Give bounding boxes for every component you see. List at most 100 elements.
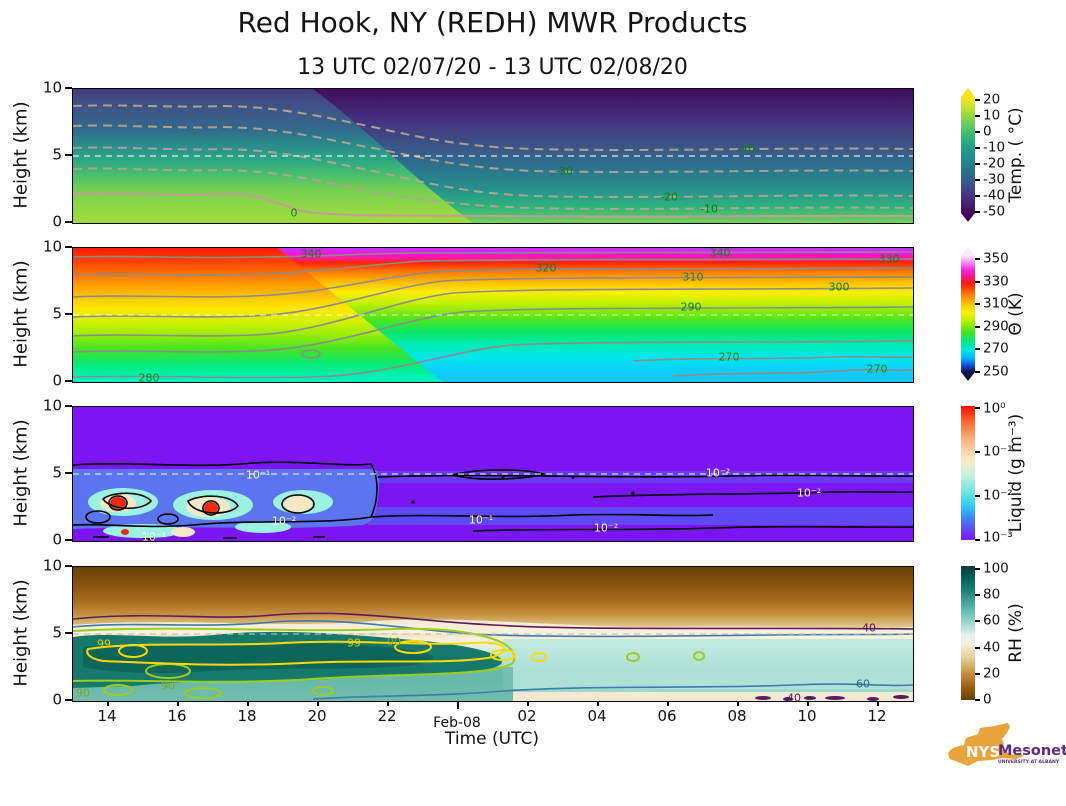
contour-label: 90 (387, 635, 401, 649)
colorbar-tick (975, 163, 980, 165)
colorbar-tick-label: 60 (983, 612, 1001, 629)
contour-label: 90 (76, 686, 90, 700)
y-tick-label: 5 (52, 145, 62, 164)
y-tick-label: 10 (42, 556, 62, 575)
logo-mesonet-text: Mesonet (998, 743, 1066, 759)
colorbar-tick-label: 250 (983, 363, 1009, 380)
y-tick-mark (65, 539, 72, 541)
y-tick-label: 0 (52, 371, 62, 390)
panel-liquid: 10⁻¹ 10⁻² 10⁻² 10⁻¹ 10⁻² 10⁻² 10⁻¹ (72, 406, 914, 543)
x-tick-label: 22 (377, 707, 397, 725)
x-tick-mark (667, 701, 669, 706)
x-tick-mark (877, 701, 879, 706)
contour-label: 0 (290, 206, 298, 220)
colorbar-arrow-down (961, 372, 975, 381)
x-tick-mark (317, 701, 319, 706)
colorbar-tick (975, 258, 980, 260)
contour-label: -40 (737, 142, 755, 156)
x-tick-mark (737, 701, 739, 706)
colorbar-tick-label: 10⁻³ (983, 529, 1013, 546)
x-tick-mark (107, 701, 109, 706)
x-tick-mark (807, 701, 809, 706)
contour-label: -30 (555, 164, 573, 178)
contour-label: 340 (709, 246, 731, 260)
x-tick-label: 20 (307, 707, 327, 725)
x-tick-mark (387, 701, 389, 706)
panel-temperature: 0 -10 -20 -30 -40 (72, 88, 914, 224)
colorbar-tick-label: -30 (983, 171, 1006, 188)
colorbar-tick-label: 10⁻¹ (983, 443, 1013, 460)
logo-university-text: UNIVERSITY AT ALBANY (998, 759, 1060, 765)
x-tick-label: 14 (97, 707, 117, 725)
colorbar-tick (975, 673, 980, 675)
colorbar-tick-label: -10 (983, 139, 1006, 156)
y-tick-mark (65, 565, 72, 567)
colorbar-tick (975, 211, 980, 213)
x-tick-label: 08 (727, 707, 747, 725)
panel-rh: 99 99 90 90 90 60 40 40 (72, 566, 914, 705)
x-tick-label: 16 (167, 707, 187, 725)
colorbar-rh (961, 566, 975, 700)
y-tick-label: 10 (42, 78, 62, 97)
colorbar-liquid (961, 406, 975, 540)
x-tick-mark-major (457, 701, 459, 709)
colorbar-tick-label: -50 (983, 203, 1006, 220)
y-axis-label: Height (km) (10, 260, 32, 368)
y-tick-label: 5 (52, 304, 62, 323)
x-tick-mark (597, 701, 599, 706)
contour-label: 40 (862, 621, 876, 635)
rh-field (73, 567, 913, 701)
contour-label: 10⁻² (271, 514, 297, 528)
colorbar-tick-label: 270 (983, 340, 1009, 357)
x-tick-label: 10 (797, 707, 817, 725)
colorbar-tick (975, 371, 980, 373)
contour-label: 60 (856, 677, 870, 691)
ny-state-shape (948, 723, 1024, 766)
x-tick-mark (177, 701, 179, 706)
figure-title: Red Hook, NY (REDH) MWR Products (237, 6, 748, 39)
colorbar-tick (975, 699, 980, 701)
x-tick-label: 18 (237, 707, 257, 725)
colorbar-tick (975, 451, 980, 453)
contour-label: 10⁻¹ (468, 513, 494, 527)
panel-theta: 340 340 330 320 310 300 290 280 270 270 (72, 246, 914, 384)
colorbar-tick-label: 10 (983, 107, 1001, 124)
colorbar-tick (975, 131, 980, 133)
colorbar-arrow-up (961, 88, 975, 97)
contour-label: 99 (97, 637, 111, 651)
colorbar-tick (975, 179, 980, 181)
x-date-label: Feb-08 (433, 715, 481, 731)
colorbar-tick (975, 594, 980, 596)
y-tick-label: 0 (52, 212, 62, 231)
colorbar-tick (975, 99, 980, 101)
contour-label: 10⁻¹ (245, 468, 271, 482)
x-tick-label: 12 (867, 707, 887, 725)
contour-label: -20 (660, 190, 678, 204)
colorbar-tick (975, 568, 980, 570)
colorbar-tick (975, 539, 980, 541)
nys-mesonet-logo: NYS Mesonet UNIVERSITY AT ALBANY (940, 718, 1066, 788)
contour-label: 40 (787, 691, 801, 705)
y-tick-label: 10 (42, 396, 62, 415)
contour-label: 310 (682, 270, 704, 284)
colorbar-arrow-up (961, 247, 975, 256)
y-tick-mark (65, 472, 72, 474)
y-tick-label: 0 (52, 690, 62, 709)
colorbar-tick (975, 195, 980, 197)
colorbar-tick-label: 0 (983, 691, 992, 708)
y-tick-mark (65, 154, 72, 156)
colorbar-tick (975, 303, 980, 305)
x-tick-label: 02 (517, 707, 537, 725)
colorbar-tick-label: 290 (983, 318, 1009, 335)
colorbar-tick-label: 100 (983, 560, 1009, 577)
colorbar-tick (975, 495, 980, 497)
contour-label: 270 (718, 350, 740, 364)
contour-label: 340 (300, 247, 322, 261)
logo-nys-text: NYS (966, 743, 1000, 761)
colorbar-arrow-down (961, 213, 975, 222)
colorbar-tick-label: 40 (983, 639, 1001, 656)
y-axis-label: Height (km) (10, 101, 32, 209)
colorbar-theta (961, 256, 975, 372)
contour-label: 330 (878, 252, 900, 266)
contour-label: 10⁻² (593, 521, 619, 535)
